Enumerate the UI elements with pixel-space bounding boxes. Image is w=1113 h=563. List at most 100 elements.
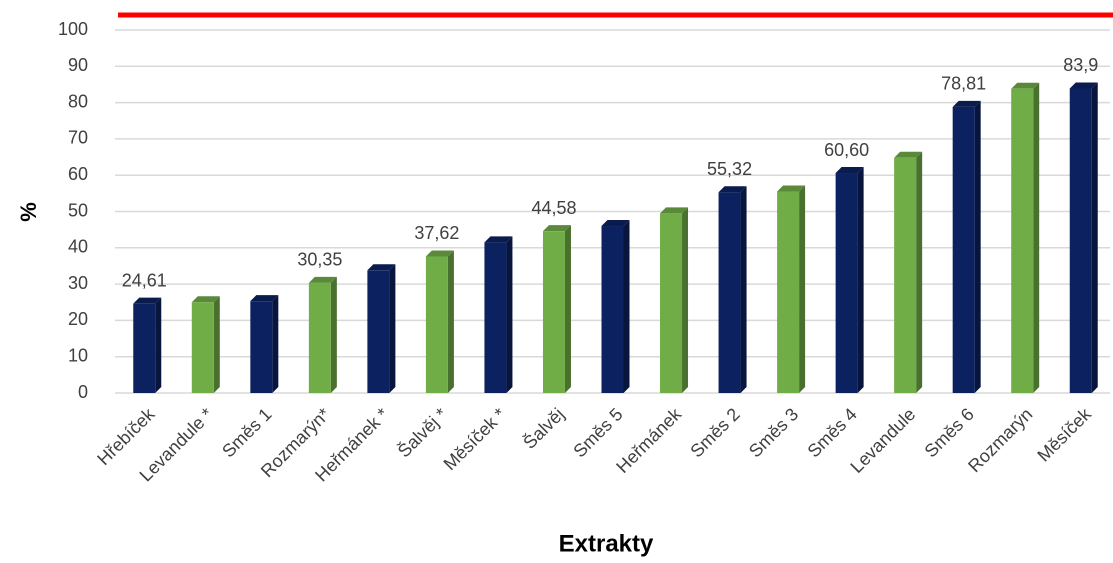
bar-top bbox=[250, 295, 279, 302]
bar-front bbox=[484, 242, 507, 393]
bar-top bbox=[894, 151, 923, 158]
bar bbox=[308, 276, 337, 393]
bar-side bbox=[506, 236, 513, 393]
bar-top bbox=[425, 250, 454, 257]
y-tick-label: 60 bbox=[68, 164, 88, 184]
x-axis-label: Extrakty bbox=[559, 530, 654, 557]
bar-top bbox=[367, 264, 396, 271]
y-tick-label: 100 bbox=[58, 19, 88, 39]
bar-front bbox=[308, 282, 331, 393]
x-tick-label: Směs 1 bbox=[218, 404, 275, 461]
bar-top bbox=[601, 220, 630, 227]
y-tick-label: 50 bbox=[68, 200, 88, 220]
bar-side bbox=[1091, 82, 1098, 394]
data-label: 78,81 bbox=[941, 74, 986, 94]
y-tick-label: 0 bbox=[78, 382, 88, 402]
x-tick-label: Rozmarýn bbox=[964, 404, 1036, 476]
bar-side bbox=[272, 295, 279, 393]
data-label: 83,9 bbox=[1063, 55, 1098, 75]
data-label: 60,60 bbox=[824, 140, 869, 160]
bar-front bbox=[191, 302, 214, 393]
bar bbox=[1011, 82, 1040, 393]
bar-side bbox=[447, 250, 454, 393]
bar bbox=[660, 207, 689, 393]
bar-top bbox=[952, 100, 981, 107]
x-tick-label: Směs 6 bbox=[921, 404, 978, 461]
bar-front bbox=[250, 301, 273, 393]
bar-front bbox=[133, 303, 156, 393]
bar bbox=[718, 186, 747, 393]
x-tick-label: Směs 2 bbox=[686, 404, 743, 461]
x-tick-label: Směs 4 bbox=[804, 404, 861, 461]
y-tick-label: 70 bbox=[68, 128, 88, 148]
bar-top bbox=[484, 236, 513, 243]
bar-side bbox=[799, 185, 806, 393]
bar-side bbox=[389, 264, 396, 393]
bar bbox=[835, 167, 864, 393]
bar-top bbox=[777, 185, 806, 192]
bar-side bbox=[682, 207, 689, 393]
bar-front bbox=[1011, 88, 1034, 393]
data-label: 37,62 bbox=[414, 223, 459, 243]
bar bbox=[425, 250, 454, 393]
bar-side bbox=[623, 220, 630, 393]
bar-top bbox=[308, 276, 337, 283]
x-tick-label: Šalvěj * bbox=[393, 403, 451, 461]
data-label: 24,61 bbox=[122, 270, 167, 290]
bar-top bbox=[718, 186, 747, 193]
bar bbox=[191, 296, 220, 393]
y-tick-label: 40 bbox=[68, 237, 88, 257]
bar bbox=[952, 100, 981, 393]
bar-top bbox=[1011, 82, 1040, 89]
y-tick-label: 20 bbox=[68, 309, 88, 329]
bar-top bbox=[835, 167, 864, 174]
bar-front bbox=[1069, 88, 1092, 394]
y-tick-label: 30 bbox=[68, 273, 88, 293]
bar-front bbox=[601, 226, 624, 393]
bar-front bbox=[542, 231, 565, 393]
bar bbox=[250, 295, 279, 393]
bar-front bbox=[835, 173, 858, 393]
x-tick-label: Měsíček * bbox=[440, 404, 510, 474]
bar bbox=[367, 264, 396, 393]
bar-front bbox=[660, 213, 683, 393]
bar-front bbox=[425, 256, 448, 393]
bar-side bbox=[155, 297, 162, 393]
bar bbox=[601, 220, 630, 393]
x-tick-label: Měsíček bbox=[1033, 403, 1095, 465]
bar bbox=[484, 236, 513, 393]
y-tick-label: 90 bbox=[68, 55, 88, 75]
data-label: 44,58 bbox=[531, 198, 576, 218]
bar bbox=[777, 185, 806, 393]
bar bbox=[133, 297, 162, 393]
bar bbox=[1069, 82, 1098, 394]
x-tick-label: Směs 3 bbox=[745, 404, 802, 461]
bar-side bbox=[974, 100, 981, 393]
bar-side bbox=[330, 276, 337, 393]
bar-side bbox=[1033, 82, 1040, 393]
bar-side bbox=[564, 225, 571, 393]
bar bbox=[894, 151, 923, 393]
bar-front bbox=[367, 270, 390, 393]
data-label: 55,32 bbox=[707, 159, 752, 179]
bar-top bbox=[660, 207, 689, 214]
bar-top bbox=[133, 297, 162, 304]
data-label: 30,35 bbox=[297, 250, 342, 270]
y-tick-label: 80 bbox=[68, 91, 88, 111]
y-tick-label: 10 bbox=[68, 345, 88, 365]
bar-front bbox=[894, 157, 917, 393]
x-tick-label: Heřmánek bbox=[612, 403, 686, 477]
bar-top bbox=[542, 225, 571, 232]
y-axis-label: % bbox=[16, 202, 41, 222]
bar-side bbox=[740, 186, 747, 393]
bar-side bbox=[857, 167, 864, 393]
x-tick-label: Šalvěj bbox=[519, 403, 569, 453]
bar-front bbox=[777, 191, 800, 393]
bar-side bbox=[916, 151, 923, 393]
bar-front bbox=[718, 192, 741, 393]
bar-side bbox=[213, 296, 220, 393]
bar-top bbox=[191, 296, 220, 303]
bar-top bbox=[1069, 82, 1098, 89]
bar bbox=[542, 225, 571, 393]
